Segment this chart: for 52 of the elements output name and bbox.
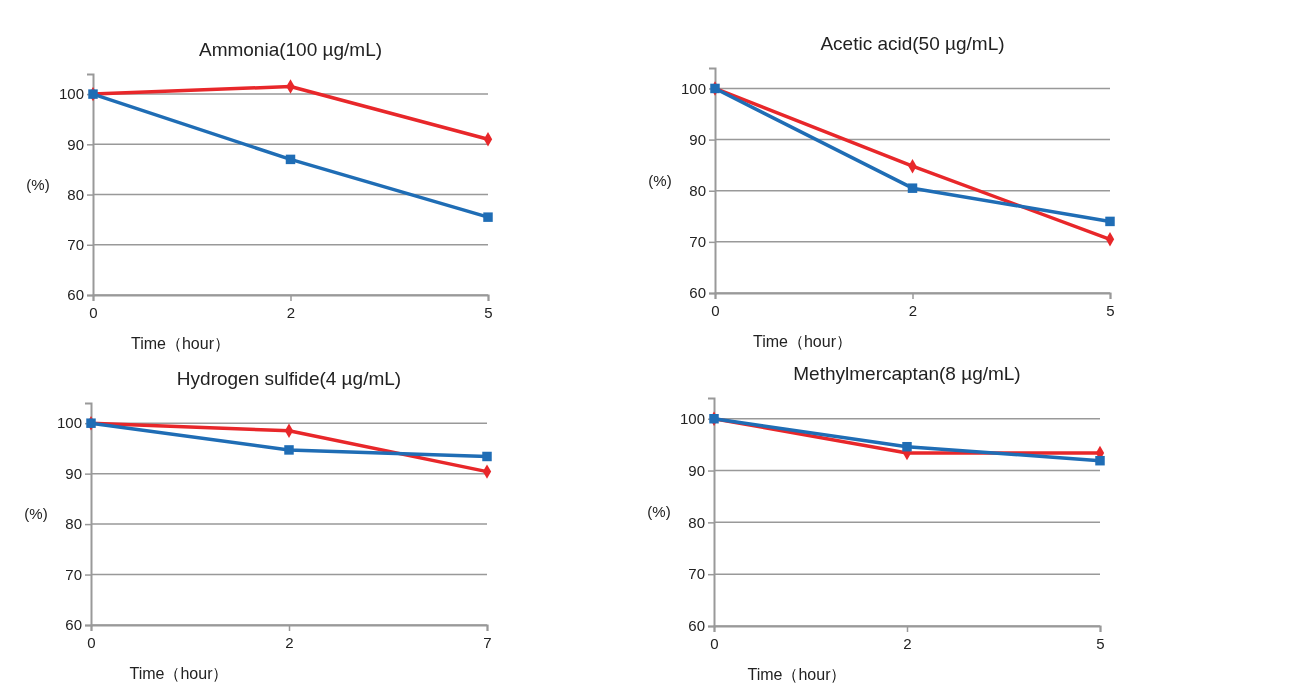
x-tick-label: 5 xyxy=(484,303,493,321)
x-axis-title: Time（hour） xyxy=(129,665,229,682)
y-tick-label: 80 xyxy=(67,185,84,203)
y-tick-label: 70 xyxy=(689,233,706,251)
x-tick-label: 0 xyxy=(711,301,720,319)
x-tick-label: 5 xyxy=(1106,301,1115,319)
y-tick-label: 100 xyxy=(58,85,84,103)
y-tick-label: 70 xyxy=(67,236,84,254)
x-tick-label: 0 xyxy=(87,633,96,651)
y-tick-label: 80 xyxy=(65,515,82,533)
x-tick-label: 2 xyxy=(285,633,294,651)
y-tick-label: 70 xyxy=(688,565,705,583)
y-tick-label: 70 xyxy=(65,565,82,583)
y-tick-label: 80 xyxy=(689,182,706,200)
x-axis-title: Time（hour） xyxy=(131,335,230,352)
point xyxy=(1095,455,1105,466)
y-tick-label: 60 xyxy=(688,617,705,635)
y-tick-label: 90 xyxy=(688,461,705,479)
y-tick-label: 100 xyxy=(680,79,706,97)
x-tick-label: 0 xyxy=(710,634,719,652)
x-axis-title: Time（hour） xyxy=(747,666,847,683)
x-tick-label: 7 xyxy=(483,633,492,651)
x-tick-label: 0 xyxy=(89,303,98,321)
y-tick-label: 100 xyxy=(56,414,82,432)
y-tick-label: 90 xyxy=(65,464,82,482)
y-axis-title: (%) xyxy=(648,171,672,189)
y-tick-label: 90 xyxy=(67,135,84,153)
point xyxy=(284,445,294,455)
y-tick-label: 60 xyxy=(65,616,82,634)
chart-title: Ammonia(100 µg/mL) xyxy=(198,39,383,60)
chart-title: Acetic acid(50 µg/mL) xyxy=(820,33,1005,54)
point xyxy=(907,183,918,193)
point xyxy=(483,212,493,222)
chart-title: Methylmercaptan(8 µg/mL) xyxy=(793,363,1021,384)
x-tick-label: 2 xyxy=(286,303,296,321)
y-tick-label: 90 xyxy=(689,130,706,148)
y-axis-title: (%) xyxy=(26,175,50,193)
point xyxy=(285,154,296,165)
y-axis-title: (%) xyxy=(647,503,671,520)
x-tick-label: 5 xyxy=(1096,634,1105,652)
point xyxy=(482,451,492,462)
x-axis-title: Time（hour） xyxy=(753,333,852,350)
y-tick-label: 80 xyxy=(688,513,705,531)
y-tick-label: 60 xyxy=(689,284,706,302)
x-tick-label: 2 xyxy=(903,634,912,652)
y-tick-label: 60 xyxy=(67,286,84,304)
y-axis-title: (%) xyxy=(24,505,48,522)
point xyxy=(902,441,912,452)
y-tick-label: 100 xyxy=(679,410,705,428)
point xyxy=(1105,216,1115,227)
x-tick-label: 2 xyxy=(908,301,918,319)
chart-title: Hydrogen sulfide(4 µg/mL) xyxy=(176,368,402,389)
